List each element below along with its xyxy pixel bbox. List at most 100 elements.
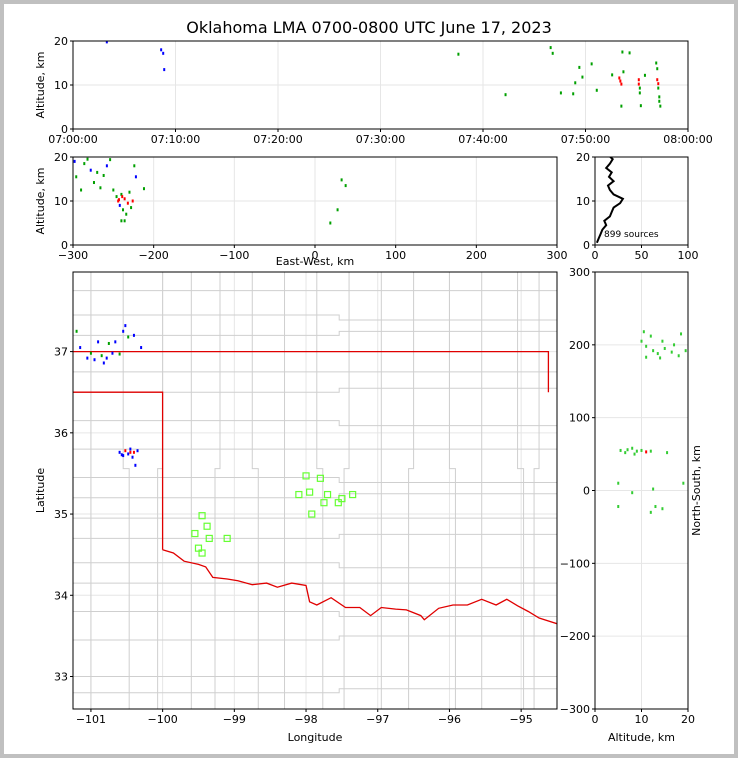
lma-station-marker (302, 472, 310, 480)
height_ns-ytick-label: −300 (560, 703, 590, 716)
plan-view-source (129, 450, 132, 454)
ew_height-xtick-label: 200 (466, 249, 487, 262)
lma-station-marker (316, 474, 324, 482)
height_ns-xtick-label: 10 (635, 713, 649, 726)
ew-height-point (120, 219, 123, 223)
county-line (251, 272, 259, 709)
ew-height-point (133, 164, 136, 168)
lma-station-marker (323, 490, 332, 499)
height-ns-point (635, 449, 638, 453)
lma-station-marker (198, 549, 206, 557)
time-height-point (160, 48, 163, 52)
time-height-point (637, 82, 640, 86)
ew-height-point (92, 181, 95, 185)
time_height-ylabel: Altitude, km (34, 51, 47, 118)
ew-height-point (109, 158, 112, 162)
plan-view-source (107, 341, 110, 345)
county-line (73, 420, 557, 427)
lma-station-marker (295, 490, 303, 499)
county-line (517, 272, 525, 709)
ew-height-point (344, 184, 347, 188)
ew-height-point (118, 203, 121, 207)
plan_view-ytick-label: 37 (54, 346, 68, 359)
ew-height-point (336, 208, 339, 212)
county-line (408, 272, 415, 709)
lma-station-marker (191, 529, 199, 538)
ew-height-point (142, 187, 145, 191)
county-line (533, 272, 540, 709)
histogram-line (595, 157, 625, 244)
lma-station-marker (308, 510, 316, 518)
time-height-point (620, 104, 623, 108)
county-line (73, 533, 557, 539)
time_height-xtick-label: 07:20:00 (253, 133, 302, 146)
plan-view-source (102, 361, 105, 365)
plan_view-xtick-label: −99 (223, 713, 246, 726)
plan_view-xtick-label: −96 (438, 713, 461, 726)
ew_height-xtick-label: 100 (385, 249, 406, 262)
plan-view-source (120, 453, 123, 457)
ew-height-point (96, 170, 99, 174)
ew_height-xtick-label: 300 (547, 249, 568, 262)
time-height-point (656, 67, 659, 71)
ew-height-point (112, 188, 115, 192)
ew-height-point (117, 198, 120, 202)
ew-height-point (340, 178, 343, 182)
time-height-point (559, 91, 562, 95)
plan_view-axes: −101 −100 −99 −98 −97 −96 −95 33 34 35 36 37 Longitu… (34, 271, 558, 744)
time-height-point (620, 82, 623, 86)
height-ns-point (682, 481, 685, 485)
altitude_histogram-ytick-label: 0 (583, 239, 590, 252)
height_ns-xlabel: Altitude, km (608, 731, 675, 744)
height-ns-point (666, 451, 669, 455)
county-line (343, 272, 350, 709)
lma-station-marker (338, 495, 346, 503)
ew_height-ytick-label: 20 (54, 151, 68, 164)
county-line (73, 493, 557, 499)
time-height-point (658, 99, 661, 103)
histogram-line-group (595, 157, 625, 244)
plan_view-xtick-label: −95 (510, 713, 533, 726)
time-height-point (163, 68, 166, 72)
height-ns-point (645, 450, 648, 454)
county-line (73, 387, 557, 393)
time-height-point (578, 65, 581, 69)
height-ns-point (673, 343, 676, 347)
lma-station-marker (223, 534, 231, 543)
state-border-red-river (162, 549, 557, 625)
height-ns-point (661, 507, 664, 511)
ew_height-xtick-label: −200 (139, 249, 169, 262)
altitude_histogram-xtick-label: 0 (592, 249, 599, 262)
plan-view-source (122, 329, 125, 333)
time-height-point (457, 52, 460, 56)
time-height-point (105, 41, 108, 44)
height-ns-point (649, 334, 652, 338)
plan_view-ytick-label: 35 (54, 508, 68, 521)
ew-height-point (105, 164, 108, 168)
altitude_histogram-ytick-label: 20 (576, 151, 590, 164)
time-height-point (628, 51, 631, 55)
height-ns-point (645, 344, 648, 348)
altitude_histogram-axes: 0 50 100 0 10 20 (576, 151, 699, 262)
time-height-point (621, 50, 624, 54)
ew-height-point (89, 168, 92, 172)
plan-view-source (114, 340, 117, 344)
county-line (73, 688, 557, 694)
figure-title: Oklahoma LMA 0700-0800 UTC June 17, 2023 (186, 18, 552, 37)
height_ns-ytick-label: −200 (560, 630, 590, 643)
plan-view-source (118, 352, 121, 356)
time-height-point (638, 86, 641, 90)
sources-count-label: 899 sources (604, 230, 659, 240)
ew-height-point (123, 219, 126, 223)
time-height-point (619, 79, 622, 83)
plan-view-source (132, 450, 135, 454)
lma-station-marker (203, 522, 211, 530)
plan_view-xtick-label: −98 (294, 713, 317, 726)
plan_view-ylabel: Latitude (34, 468, 47, 514)
time-height-point (655, 61, 658, 65)
ew-height-point (123, 197, 126, 201)
time-height-point (574, 81, 577, 85)
plan-view-source (86, 356, 89, 360)
time-height-point (658, 95, 661, 99)
